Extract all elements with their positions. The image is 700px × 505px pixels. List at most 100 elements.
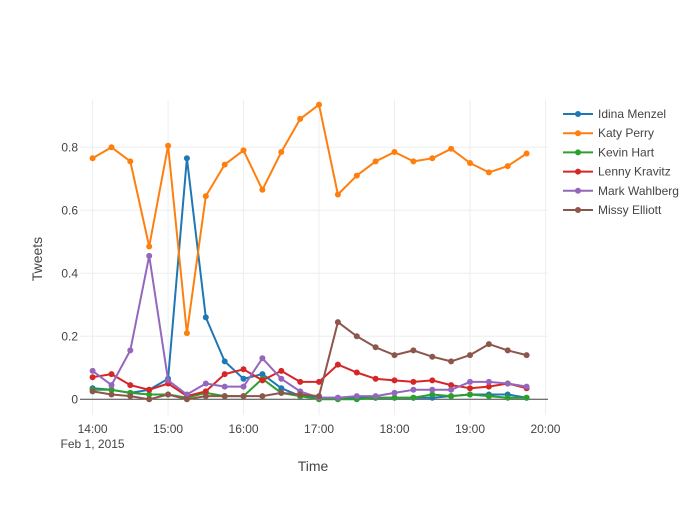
data-point[interactable] bbox=[353, 393, 360, 400]
data-point[interactable] bbox=[353, 369, 360, 376]
legend-item[interactable]: Missy Elliott bbox=[563, 203, 662, 217]
data-point[interactable] bbox=[334, 394, 341, 401]
data-point[interactable] bbox=[259, 393, 266, 400]
data-point[interactable] bbox=[89, 374, 96, 381]
data-point[interactable] bbox=[183, 330, 190, 337]
data-point[interactable] bbox=[259, 377, 266, 384]
data-point[interactable] bbox=[202, 314, 209, 321]
data-point[interactable] bbox=[89, 388, 96, 395]
data-point[interactable] bbox=[410, 386, 417, 393]
data-point[interactable] bbox=[202, 393, 209, 400]
data-point[interactable] bbox=[146, 386, 153, 393]
data-point[interactable] bbox=[467, 160, 473, 166]
legend-item[interactable]: Mark Wahlberg bbox=[563, 184, 679, 198]
data-point[interactable] bbox=[183, 396, 190, 403]
data-point[interactable] bbox=[240, 393, 247, 400]
data-point[interactable] bbox=[165, 142, 172, 149]
data-point[interactable] bbox=[504, 163, 511, 170]
data-point[interactable] bbox=[410, 378, 417, 385]
data-point[interactable] bbox=[391, 149, 398, 155]
data-point[interactable] bbox=[448, 145, 455, 152]
data-point[interactable] bbox=[467, 391, 473, 398]
data-point[interactable] bbox=[410, 158, 417, 165]
data-point[interactable] bbox=[523, 352, 530, 359]
data-point[interactable] bbox=[316, 393, 322, 400]
data-point[interactable] bbox=[165, 377, 172, 384]
data-point[interactable] bbox=[89, 155, 96, 162]
data-point[interactable] bbox=[221, 393, 228, 400]
data-point[interactable] bbox=[259, 186, 266, 193]
legend-item[interactable]: Idina Menzel bbox=[563, 107, 666, 121]
data-point[interactable] bbox=[316, 101, 322, 108]
data-point[interactable] bbox=[240, 383, 247, 390]
data-point[interactable] bbox=[297, 391, 304, 398]
data-point[interactable] bbox=[221, 358, 228, 365]
data-point[interactable] bbox=[353, 172, 360, 179]
data-point[interactable] bbox=[448, 382, 455, 389]
data-point[interactable] bbox=[485, 378, 492, 385]
legend-item[interactable]: Lenny Kravitz bbox=[563, 165, 671, 179]
data-point[interactable] bbox=[391, 352, 398, 359]
data-point[interactable] bbox=[485, 383, 492, 390]
data-point[interactable] bbox=[259, 371, 266, 378]
data-point[interactable] bbox=[485, 341, 492, 348]
data-point[interactable] bbox=[202, 193, 209, 200]
data-point[interactable] bbox=[372, 344, 379, 351]
data-point[interactable] bbox=[391, 389, 398, 396]
data-point[interactable] bbox=[259, 355, 266, 362]
data-point[interactable] bbox=[165, 391, 172, 398]
data-point[interactable] bbox=[108, 391, 115, 398]
data-point[interactable] bbox=[467, 378, 473, 385]
data-point[interactable] bbox=[429, 155, 436, 162]
data-point[interactable] bbox=[89, 367, 96, 374]
data-point[interactable] bbox=[202, 388, 209, 395]
data-point[interactable] bbox=[448, 358, 455, 365]
data-point[interactable] bbox=[410, 347, 417, 354]
data-point[interactable] bbox=[316, 378, 322, 385]
data-point[interactable] bbox=[240, 147, 247, 154]
data-point[interactable] bbox=[504, 394, 511, 401]
data-point[interactable] bbox=[448, 386, 455, 393]
data-point[interactable] bbox=[410, 394, 417, 401]
data-point[interactable] bbox=[146, 391, 153, 398]
data-point[interactable] bbox=[297, 115, 304, 122]
data-point[interactable] bbox=[146, 396, 153, 403]
data-point[interactable] bbox=[146, 243, 153, 250]
data-point[interactable] bbox=[334, 361, 341, 368]
data-point[interactable] bbox=[334, 191, 341, 198]
data-point[interactable] bbox=[429, 353, 436, 360]
data-point[interactable] bbox=[183, 155, 190, 162]
data-point[interactable] bbox=[240, 366, 247, 373]
data-point[interactable] bbox=[108, 386, 115, 393]
data-point[interactable] bbox=[278, 389, 285, 396]
data-point[interactable] bbox=[372, 375, 379, 382]
data-point[interactable] bbox=[278, 375, 285, 382]
data-point[interactable] bbox=[297, 378, 304, 385]
data-point[interactable] bbox=[485, 169, 492, 176]
data-point[interactable] bbox=[523, 394, 530, 401]
data-point[interactable] bbox=[372, 158, 379, 165]
legend-item[interactable]: Kevin Hart bbox=[563, 145, 655, 159]
data-point[interactable] bbox=[221, 161, 228, 168]
data-point[interactable] bbox=[429, 377, 436, 384]
data-point[interactable] bbox=[240, 375, 247, 382]
data-point[interactable] bbox=[467, 385, 473, 392]
data-point[interactable] bbox=[504, 347, 511, 354]
data-point[interactable] bbox=[429, 391, 436, 398]
data-point[interactable] bbox=[127, 382, 134, 389]
data-point[interactable] bbox=[353, 333, 360, 340]
legend-item[interactable]: Katy Perry bbox=[563, 126, 654, 140]
data-point[interactable] bbox=[278, 385, 285, 392]
data-point[interactable] bbox=[202, 380, 209, 387]
data-point[interactable] bbox=[183, 391, 190, 398]
data-point[interactable] bbox=[146, 252, 153, 259]
data-point[interactable] bbox=[391, 377, 398, 384]
legend[interactable]: Idina Menzel Katy Perry Kevin Hart Lenny Kr… bbox=[563, 107, 679, 217]
data-point[interactable] bbox=[504, 380, 511, 387]
data-point[interactable] bbox=[127, 393, 134, 400]
data-point[interactable] bbox=[372, 393, 379, 400]
data-point[interactable] bbox=[278, 367, 285, 374]
data-point[interactable] bbox=[221, 383, 228, 390]
data-point[interactable] bbox=[108, 144, 115, 151]
data-point[interactable] bbox=[523, 383, 530, 390]
